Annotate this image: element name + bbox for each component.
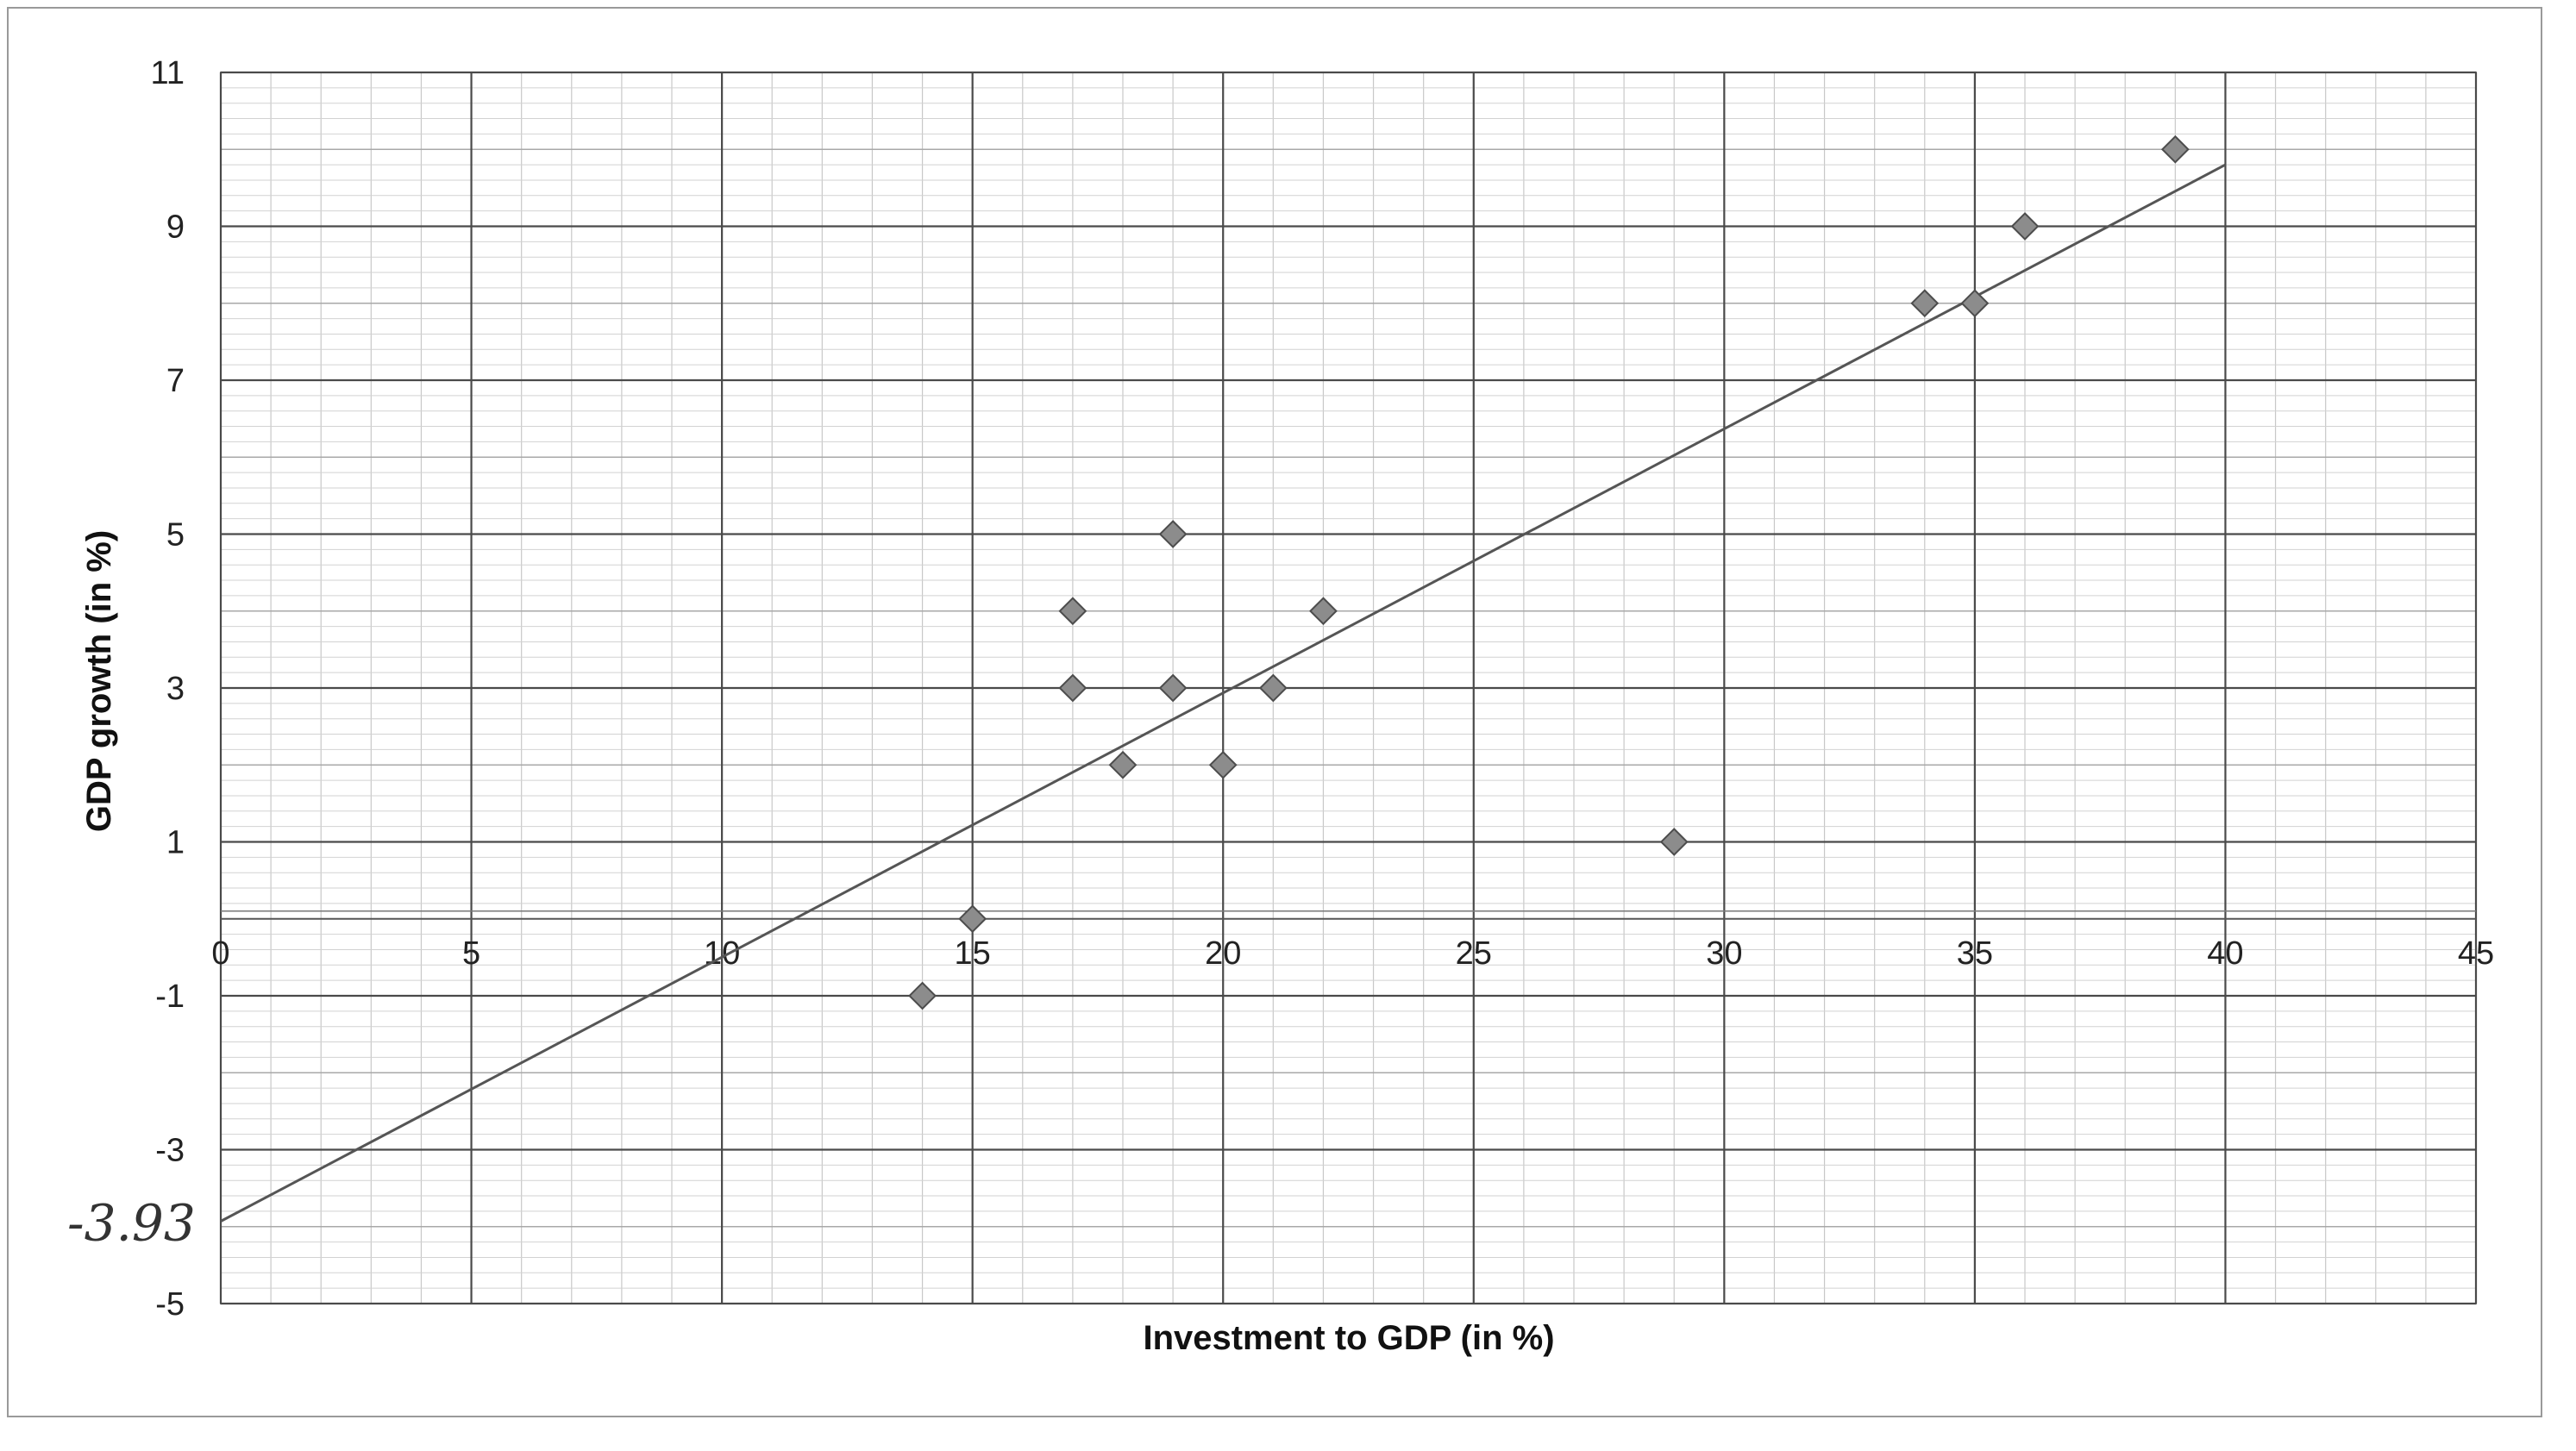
- data-point: [1158, 520, 1188, 548]
- y-tick-label: 1: [166, 825, 185, 861]
- x-tick-label: 15: [955, 935, 991, 972]
- y-tick-label: 9: [166, 210, 185, 246]
- data-point: [958, 904, 987, 934]
- data-point: [1058, 673, 1087, 703]
- x-tick-label: 35: [1957, 935, 1993, 972]
- y-tick-label: 5: [166, 517, 185, 554]
- x-tick-label: 25: [1456, 935, 1492, 972]
- y-tick-label: 3: [166, 671, 185, 707]
- y-axis-title: GDP growth (in %): [80, 530, 118, 832]
- data-point: [1208, 750, 1238, 779]
- annotations: -3.93: [67, 1194, 196, 1253]
- x-tick-label: 5: [462, 935, 480, 972]
- x-tick-label: 40: [2207, 935, 2243, 972]
- trend-line: [220, 163, 2227, 1223]
- major-gridlines: [219, 71, 2478, 1305]
- y-tick-label: 11: [151, 55, 185, 91]
- data-point: [1108, 750, 1138, 779]
- data-point: [1258, 673, 1288, 703]
- x-axis-title: Investment to GDP (in %): [1143, 1319, 1554, 1357]
- data-point: [1659, 828, 1689, 856]
- x-tick-label: 30: [1706, 935, 1742, 972]
- data-points: [908, 134, 2190, 1010]
- data-point: [1158, 673, 1188, 703]
- data-point: [1960, 289, 1990, 318]
- y-tick-label: -3: [155, 1133, 185, 1169]
- data-point: [1058, 597, 1087, 626]
- y-tick-label: -5: [155, 1286, 185, 1323]
- x-tick-label: 0: [211, 935, 229, 972]
- data-point: [2010, 212, 2040, 241]
- data-point: [908, 981, 937, 1010]
- data-point: [1309, 597, 1338, 626]
- x-tick-label: 20: [1205, 935, 1241, 972]
- trend-line-group: [220, 163, 2227, 1223]
- x-tick-label: 45: [2458, 935, 2494, 972]
- y-tick-label: 7: [166, 363, 185, 399]
- data-point: [2160, 134, 2190, 164]
- annotation-label: -3.93: [67, 1194, 196, 1253]
- x-tick-label: 10: [704, 935, 740, 972]
- y-tick-label: -1: [155, 979, 185, 1015]
- data-point: [1910, 289, 1940, 318]
- tick-labels: 0 5 10 15 20 25 30 35 40 45 11 9 7 5 3 1 -1 -3 -5: [151, 55, 2495, 1323]
